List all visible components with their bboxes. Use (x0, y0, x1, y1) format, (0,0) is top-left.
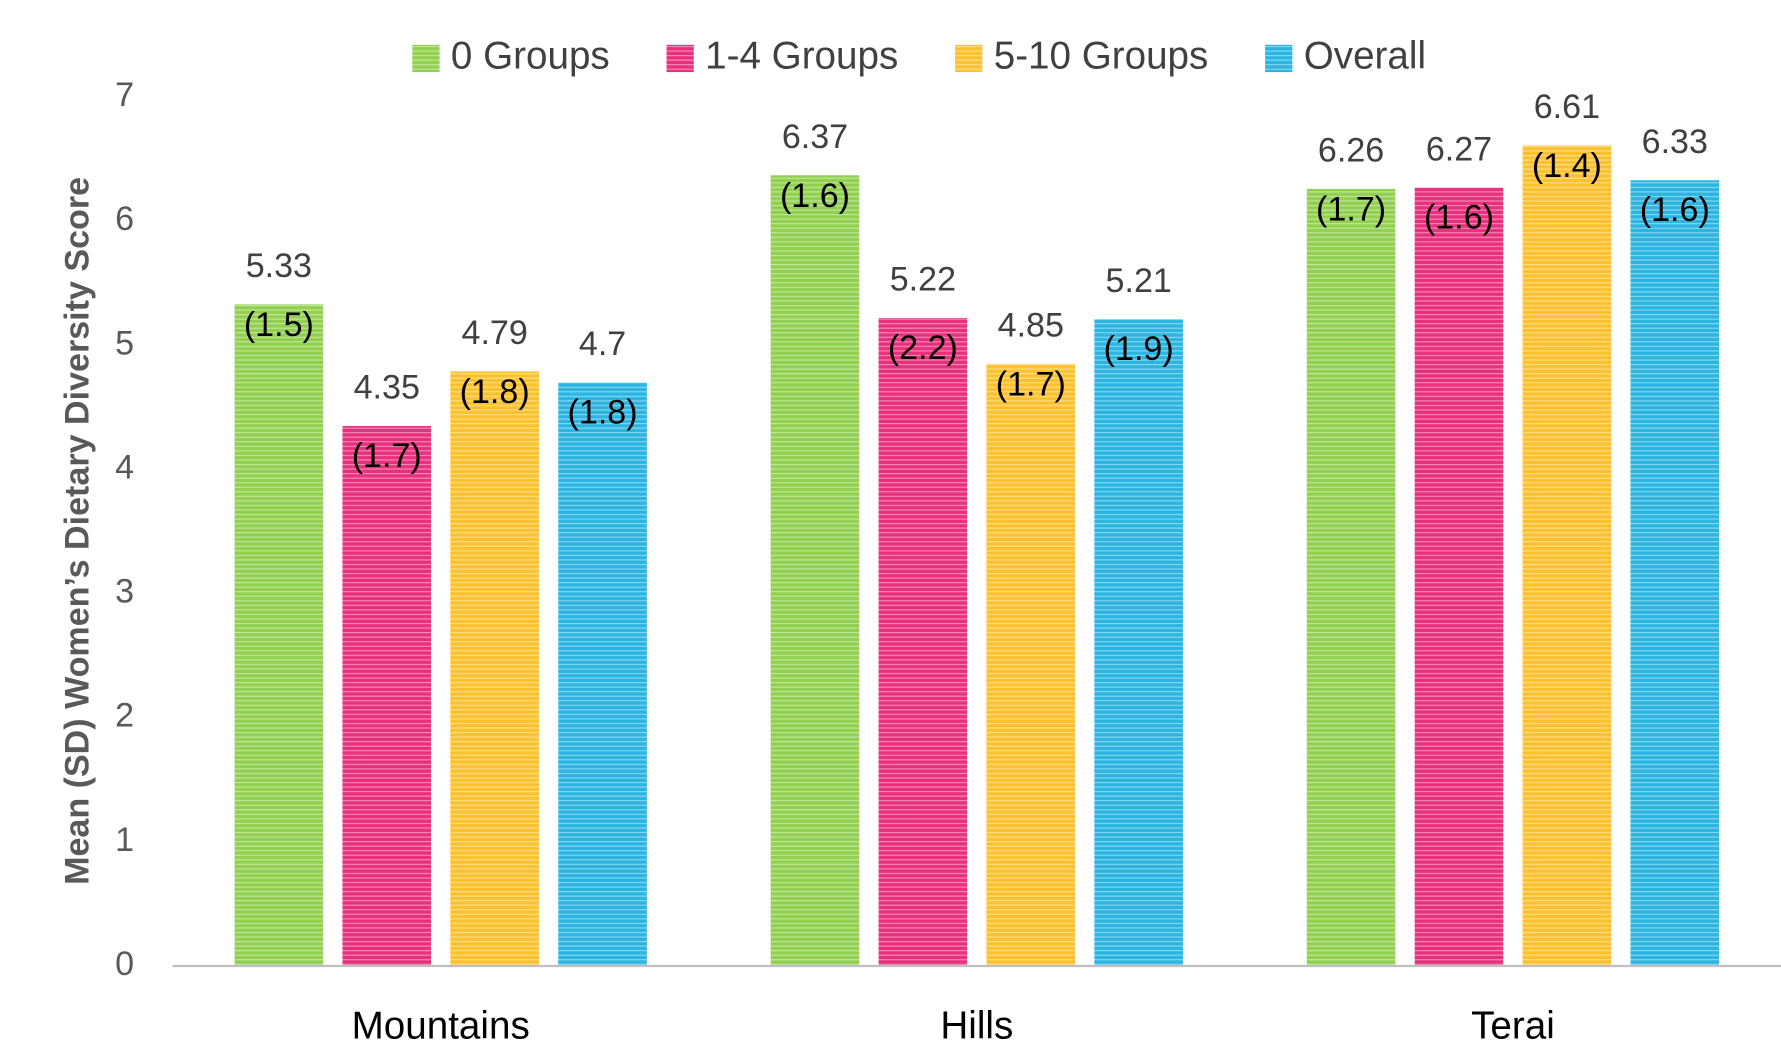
y-tick-label: 5 (115, 324, 134, 362)
bar (1522, 145, 1612, 966)
value-label: 4.35 (354, 369, 420, 407)
sd-label: (1.5) (244, 306, 314, 344)
value-label: 6.33 (1642, 123, 1708, 161)
bar (558, 382, 647, 966)
bar (342, 426, 432, 966)
bar (1414, 187, 1504, 966)
legend-label: 1-4 Groups (705, 35, 898, 78)
sd-label: (2.2) (888, 329, 958, 367)
legend-swatch (1265, 44, 1293, 73)
x-tick-label: Mountains (352, 1005, 530, 1046)
value-label: 4.79 (462, 314, 528, 352)
legend-swatch (955, 44, 983, 73)
value-label: 5.21 (1106, 262, 1172, 300)
y-tick-label: 1 (115, 821, 134, 859)
value-label: 4.7 (579, 325, 626, 363)
y-axis-label: Mean (SD) Women’s Dietary Diversity Scor… (59, 177, 97, 885)
bar (450, 371, 539, 966)
x-tick-label: Terai (1471, 1005, 1555, 1046)
sd-label: (1.7) (1316, 191, 1386, 229)
y-tick-label: 4 (115, 448, 134, 486)
bar (1630, 180, 1720, 966)
legend-label: Overall (1304, 35, 1426, 78)
sd-label: (1.9) (1104, 330, 1174, 368)
bar (878, 318, 968, 966)
value-label: 6.26 (1318, 132, 1384, 170)
sd-label: (1.7) (352, 437, 422, 475)
sd-label: (1.4) (1532, 147, 1602, 185)
bar (770, 175, 860, 966)
x-tick-label: Hills (940, 1005, 1013, 1046)
bar (1306, 188, 1396, 966)
bar (986, 363, 1076, 966)
value-label: 6.61 (1534, 88, 1600, 126)
value-label: 6.27 (1426, 130, 1492, 168)
value-label: 5.22 (890, 261, 956, 299)
sd-label: (1.6) (1424, 198, 1494, 236)
value-label: 6.37 (782, 118, 848, 156)
y-tick-label: 3 (115, 573, 134, 611)
y-tick-label: 7 (115, 76, 134, 114)
sd-label: (1.8) (568, 393, 638, 431)
bar (1094, 319, 1183, 966)
value-label: 5.33 (246, 247, 312, 285)
sd-label: (1.8) (460, 373, 530, 411)
y-tick-label: 0 (115, 945, 134, 983)
bar (234, 304, 324, 966)
legend-swatch (412, 44, 440, 73)
legend-swatch (666, 44, 694, 73)
legend-label: 0 Groups (451, 35, 610, 78)
y-tick-label: 6 (115, 200, 134, 238)
sd-label: (1.7) (996, 366, 1066, 404)
sd-label: (1.6) (780, 177, 850, 215)
sd-label: (1.6) (1640, 191, 1710, 229)
value-label: 4.85 (998, 307, 1064, 345)
y-tick-label: 2 (115, 697, 134, 735)
legend-label: 5-10 Groups (994, 35, 1209, 78)
